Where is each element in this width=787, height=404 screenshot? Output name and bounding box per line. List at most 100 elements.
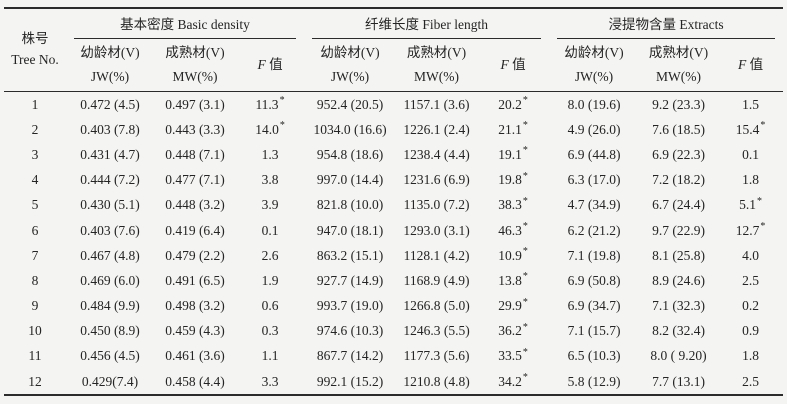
cell-value: 8.1 (25.8) [652,247,705,263]
value-cell: 952.4 (20.5) [304,92,396,118]
cell-value: 0.429(7.4) [81,373,139,389]
cell-value: 0.430 (5.1) [80,197,140,213]
fl-mw-line1: 成熟材(V) [406,45,467,61]
significance-star: * [522,271,528,283]
tree-no-cell: 4 [31,172,39,188]
value-cell: 7.6 (18.5) [639,117,718,142]
significance-star: * [522,321,528,333]
cell-value: 15.4 [735,121,760,137]
group-header-extracts: 浸提物含量 Extracts [549,8,783,39]
cell-value: 33.5 [498,348,522,364]
value-cell: 1.8 [718,168,783,193]
cell-value: 36.2 [498,323,522,339]
value-cell: 1210.8 (4.8) [396,369,477,395]
cell-value: 6.2 (21.2) [567,222,621,238]
value-cell: 20.2* [477,92,549,118]
cell-value: 6.9 (22.3) [652,146,705,162]
cell-value: 5.1 [739,197,756,213]
cell-value: 0.477 (7.1) [165,172,225,188]
cell-value: 0.444 (7.2) [80,172,140,188]
significance-star: * [522,120,528,132]
ex-f-text: 值 [749,57,764,73]
value-cell: 0.479 (2.2) [154,243,236,268]
group-header-basic-density: 基本密度 Basic density [66,8,304,39]
cell-value: 1.8 [742,172,759,188]
value-cell: 0.403 (7.8) [66,117,154,142]
bd-f-text: 值 [269,57,283,73]
group-header-fiber-length-label: 纤维长度 Fiber length [312,9,542,39]
table-row: 1 0.472 (4.5) 0.497 (3.1) 11.3* 952.4 (20.5)… [4,92,783,118]
value-cell: 0.467 (4.8) [66,243,154,268]
value-cell: 11.3* [236,92,304,118]
cell-value: 1.9 [261,272,279,288]
significance-star: * [522,170,528,182]
cell-value: 46.3 [498,222,522,238]
significance-star: * [522,145,528,157]
significance-star: * [756,195,762,207]
value-cell: 992.1 (15.2) [304,369,396,395]
cell-value: 997.0 (14.4) [316,172,384,188]
value-cell: 0.459 (4.3) [154,319,236,344]
cell-value: 34.2 [498,373,522,389]
cell-value: 1.3 [261,146,279,162]
bd-mw-line1: 成熟材(V) [165,45,225,61]
cell-value: 992.1 (15.2) [316,373,384,389]
tree-no-header: 株号 Tree No. [4,8,66,92]
tree-no-cell: 2 [31,121,39,137]
cell-value: 1246.3 (5.5) [403,323,470,339]
cell-value: 38.3 [498,197,522,213]
cell-value: 1177.3 (5.6) [403,348,470,364]
table-row: 2 0.403 (7.8) 0.443 (3.3) 14.0* 1034.0 (16.6… [4,117,783,142]
cell-value: 9.7 (22.9) [652,222,705,238]
sub-header-row: 幼龄材(V) JW(%) 成熟材(V) MW(%) F 值 幼龄材(V) JW(… [4,39,784,92]
fl-jw-line2: JW(%) [330,69,370,84]
value-cell: 1238.4 (4.4) [396,142,477,167]
cell-value: 0.491 (6.5) [165,272,225,288]
cell-value: 1.5 [742,96,759,112]
cell-value: 5.8 (12.9) [567,373,621,389]
value-cell: 6.5 (10.3) [549,344,639,369]
value-cell: 0.469 (6.0) [66,268,154,293]
value-cell: 7.1 (15.7) [549,319,639,344]
value-cell: 3.9 [236,193,304,218]
value-cell: 0.461 (3.6) [154,344,236,369]
cell-value: 0.479 (2.2) [165,247,225,263]
cell-value: 8.2 (32.4) [652,323,705,339]
bd-juvenile-wood-header: 幼龄材(V) JW(%) [66,39,154,92]
value-cell: 14.0* [236,117,304,142]
cell-value: 0.1 [742,146,759,162]
cell-value: 9.2 (23.3) [652,96,705,112]
value-cell: 1.1 [236,344,304,369]
bd-f-italic: F [257,57,266,73]
cell-value: 7.7 (13.1) [652,373,705,389]
cell-value: 7.2 (18.2) [652,172,705,188]
value-cell: 13.8* [477,268,549,293]
cell-value: 1034.0 (16.6) [313,121,387,137]
cell-value: 1157.1 (3.6) [403,96,470,112]
significance-star: * [522,221,528,233]
significance-star: * [522,95,528,107]
cell-value: 6.9 (44.8) [567,146,621,162]
cell-value: 6.3 (17.0) [567,172,621,188]
cell-value: 20.2 [498,96,522,112]
significance-star: * [522,296,528,308]
cell-value: 0.448 (7.1) [165,146,225,162]
ex-mw-line1: 成熟材(V) [648,45,709,61]
cell-value: 0.497 (3.1) [165,96,225,112]
cell-value: 0.1 [261,222,279,238]
cell-value: 0.403 (7.6) [80,222,140,238]
value-cell: 8.0 ( 9.20) [639,344,718,369]
value-cell: 993.7 (19.0) [304,294,396,319]
value-cell: 1246.3 (5.5) [396,319,477,344]
value-cell: 0.1 [236,218,304,243]
cell-value: 821.8 (10.0) [316,197,384,213]
cell-value: 2.6 [261,247,279,263]
cell-value: 927.7 (14.9) [316,272,384,288]
group-header-fiber-length: 纤维长度 Fiber length [304,8,549,39]
cell-value: 0.456 (4.5) [80,348,140,364]
value-cell: 0.9 [718,319,783,344]
cell-value: 7.1 (15.7) [567,323,621,339]
value-cell: 4.0 [718,243,783,268]
cell-value: 7.6 (18.5) [652,121,705,137]
cell-value: 10.9 [498,247,522,263]
